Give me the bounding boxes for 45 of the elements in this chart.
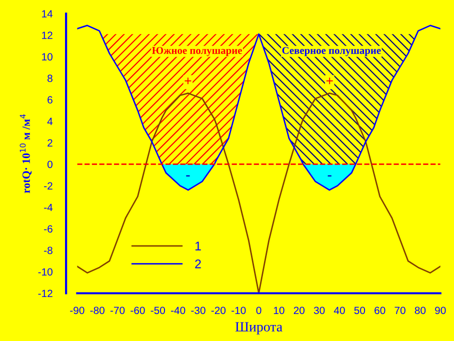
- x-tick-label: -60: [130, 306, 145, 314]
- x-tick-label: -80: [90, 306, 104, 314]
- y-tick-label: -2: [44, 182, 52, 190]
- annotation: Южное полушарие: [152, 46, 242, 56]
- y-tick-label: 12: [42, 32, 52, 39]
- y-tick-label: -10: [38, 268, 52, 276]
- line-series: [77, 92, 440, 294]
- legend-label: 2: [195, 260, 201, 268]
- annotation: Северное полушарие: [282, 46, 381, 56]
- y-tick-label: 14: [42, 10, 53, 18]
- y-tick-label: 0: [47, 160, 52, 168]
- y-tick-label: 10: [42, 53, 52, 61]
- x-tick-label: -50: [150, 306, 166, 314]
- y-tick-label: 6: [48, 96, 52, 104]
- y-tick-label: -8: [44, 246, 52, 254]
- x-axis-title: Широта: [235, 322, 282, 334]
- x-tick-label: -10: [232, 306, 246, 314]
- line-series: [77, 24, 440, 191]
- annotation: -: [328, 175, 332, 176]
- y-tick-label: -4: [44, 204, 53, 211]
- x-tick-label: 20: [294, 306, 305, 314]
- legend-label: 1: [195, 242, 201, 250]
- x-tick-label: 40: [334, 306, 345, 314]
- y-tick-label: -12: [38, 290, 52, 298]
- x-tick-label: 70: [394, 306, 406, 314]
- x-tick-label: 60: [374, 306, 386, 314]
- y-tick-label: 8: [48, 74, 52, 82]
- y-tick-label: -6: [44, 225, 52, 233]
- x-tick-label: 10: [274, 306, 284, 314]
- annotation: +: [184, 78, 192, 84]
- x-tick-label: 80: [414, 306, 426, 314]
- x-tick-label: 50: [354, 306, 366, 314]
- annotation: +: [326, 78, 333, 84]
- x-tick-label: -40: [171, 306, 186, 314]
- x-tick-label: -90: [70, 306, 84, 314]
- x-tick-label: 30: [314, 306, 325, 314]
- y-tick-label: 2: [48, 139, 52, 146]
- x-tick-label: -20: [211, 306, 226, 314]
- annotation: -: [186, 175, 190, 176]
- x-tick-label: 90: [435, 306, 446, 314]
- x-tick-label: 0: [256, 306, 262, 314]
- y-axis-title: rotQ· 10$^{10}$ м /м$^{4}$: [20, 114, 32, 194]
- x-tick-label: -70: [110, 306, 125, 314]
- y-tick-label: 4: [47, 118, 53, 125]
- x-tick-label: -30: [191, 306, 206, 314]
